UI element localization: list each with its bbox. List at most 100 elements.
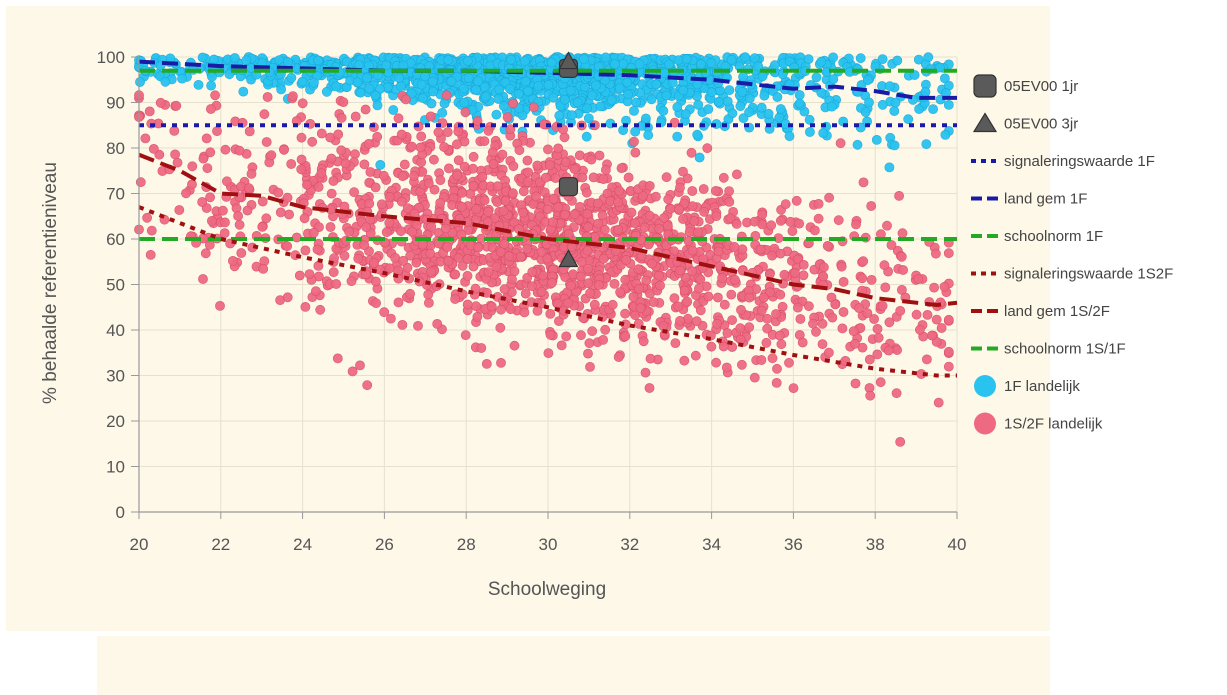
scatter-point-1s2f bbox=[896, 251, 907, 262]
y-tick-label: 30 bbox=[106, 367, 125, 386]
scatter-point-1s2f bbox=[433, 127, 444, 138]
scatter-point-1f bbox=[769, 60, 780, 71]
scatter-point-1f bbox=[692, 129, 703, 140]
scatter-point-1s2f bbox=[428, 154, 439, 165]
scatter-point-1s2f bbox=[522, 244, 532, 254]
scatter-point-1s2f bbox=[349, 187, 359, 198]
scatter-point-1s2f bbox=[442, 242, 453, 252]
x-tick-label: 20 bbox=[130, 535, 149, 554]
scatter-point-1s2f bbox=[824, 347, 834, 358]
scatter-point-1s2f bbox=[614, 185, 625, 196]
scatter-point-1s2f bbox=[626, 207, 637, 218]
scatter-point-1s2f bbox=[911, 309, 922, 320]
scatter-point-1s2f bbox=[361, 222, 372, 233]
scatter-point-1s2f bbox=[584, 338, 595, 349]
legend-item[interactable]: schoolnorm 1S/1F bbox=[971, 341, 1126, 358]
scatter-point-1s2f bbox=[507, 274, 517, 285]
scatter-point-1s2f bbox=[848, 326, 859, 337]
scatter-point-1s2f bbox=[328, 267, 339, 278]
scatter-point-1s2f bbox=[435, 175, 446, 185]
legend-item[interactable]: land gem 1S/2F bbox=[971, 303, 1110, 320]
scatter-point-1f bbox=[864, 97, 874, 108]
scatter-point-1s2f bbox=[542, 204, 553, 214]
legend-item[interactable]: 05EV00 3jr bbox=[972, 112, 1078, 133]
y-axis-title: % behaalde referentieniveau bbox=[40, 162, 61, 404]
scatter-point-1s2f bbox=[181, 188, 191, 199]
scatter-point-1s2f bbox=[514, 145, 525, 156]
scatter-point-1s2f bbox=[536, 286, 547, 297]
scatter-point-1f bbox=[804, 114, 815, 125]
legend-item[interactable]: 1S/2F landelijk bbox=[974, 412, 1103, 435]
scatter-point-1f bbox=[283, 57, 293, 68]
legend-item[interactable]: land gem 1F bbox=[971, 191, 1087, 208]
legend-item[interactable]: 05EV00 1jr bbox=[973, 74, 1078, 98]
scatter-point-1s2f bbox=[771, 377, 782, 388]
scatter-point-1s2f bbox=[206, 215, 217, 226]
scatter-point-1s2f bbox=[927, 330, 937, 341]
scatter-point-1f bbox=[694, 152, 705, 163]
scatter-point-1s2f bbox=[569, 209, 580, 220]
legend-item[interactable]: 1F landelijk bbox=[974, 375, 1080, 397]
scatter-point-1f bbox=[352, 77, 363, 88]
scatter-point-1s2f bbox=[491, 261, 502, 272]
scatter-point-1s2f bbox=[817, 339, 828, 349]
scatter-point-1s2f bbox=[872, 323, 883, 334]
scatter-point-1s2f bbox=[462, 270, 473, 281]
scatter-point-1s2f bbox=[744, 292, 755, 303]
scatter-point-1s2f bbox=[498, 206, 509, 216]
scatter-point-1s2f bbox=[630, 218, 640, 229]
scatter-point-1f bbox=[370, 90, 381, 101]
scatter-point-1s2f bbox=[718, 172, 729, 183]
scatter-point-1s2f bbox=[201, 133, 212, 144]
scatter-point-1f bbox=[643, 130, 654, 140]
scatter-point-1f bbox=[673, 55, 684, 65]
scatter-point-1s2f bbox=[402, 203, 413, 214]
scatter-point-1s2f bbox=[496, 304, 506, 315]
scatter-point-1s2f bbox=[686, 147, 697, 158]
reference-lines bbox=[138, 59, 958, 378]
scatter-point-1f bbox=[871, 134, 882, 145]
scatter-point-1s2f bbox=[819, 262, 829, 273]
scatter-point-1s2f bbox=[575, 271, 586, 282]
scatter-point-1f bbox=[693, 99, 704, 110]
scatter-point-1s2f bbox=[443, 256, 454, 267]
scatter-point-1f bbox=[372, 100, 383, 111]
scatter-point-1s2f bbox=[479, 136, 490, 147]
scatter-point-1s2f bbox=[892, 345, 902, 355]
scatter-point-1s2f bbox=[659, 213, 669, 223]
scatter-point-1s2f bbox=[261, 213, 272, 224]
legend-label: land gem 1F bbox=[1004, 191, 1087, 208]
scatter-point-1s2f bbox=[547, 217, 558, 228]
scatter-point-1f bbox=[504, 83, 515, 94]
scatter-point-1f bbox=[565, 85, 576, 96]
legend-item[interactable]: signaleringswaarde 1F bbox=[971, 153, 1155, 170]
legend-item[interactable]: schoolnorm 1F bbox=[971, 228, 1103, 245]
scatter-point-1f bbox=[775, 104, 786, 114]
scatter-point-1s2f bbox=[500, 195, 511, 206]
scatter-point-1f bbox=[286, 72, 297, 83]
scatter-point-1f bbox=[548, 92, 559, 103]
scatter-point-1s2f bbox=[620, 331, 631, 341]
y-tick-label: 80 bbox=[106, 139, 125, 158]
scatter-point-1s2f bbox=[695, 274, 706, 285]
scatter-point-1s2f bbox=[440, 223, 451, 234]
scatter-point-1f bbox=[473, 76, 483, 87]
scatter-point-1s2f bbox=[381, 227, 392, 238]
scatter-point-1s2f bbox=[758, 292, 769, 303]
scatter-point-1s2f bbox=[266, 150, 277, 161]
scatter-point-1s2f bbox=[393, 113, 404, 124]
scatter-point-1s2f bbox=[880, 282, 891, 293]
scatter-point-1s2f bbox=[674, 204, 684, 215]
scatter-point-1s2f bbox=[542, 253, 553, 264]
scatter-point-1f bbox=[546, 57, 557, 68]
series-line-signaleringswaarde-1s2f bbox=[138, 205, 957, 378]
scatter-point-1s2f bbox=[457, 187, 467, 198]
scatter-point-1s2f bbox=[316, 168, 327, 179]
scatter-point-1s2f bbox=[532, 160, 543, 171]
scatter-point-1f bbox=[672, 102, 683, 112]
scatter-point-1s2f bbox=[396, 129, 407, 140]
scatter-point-1s2f bbox=[135, 177, 146, 188]
legend-item[interactable]: signaleringswaarde 1S2F bbox=[971, 266, 1173, 283]
scatter-point-1s2f bbox=[400, 94, 411, 105]
